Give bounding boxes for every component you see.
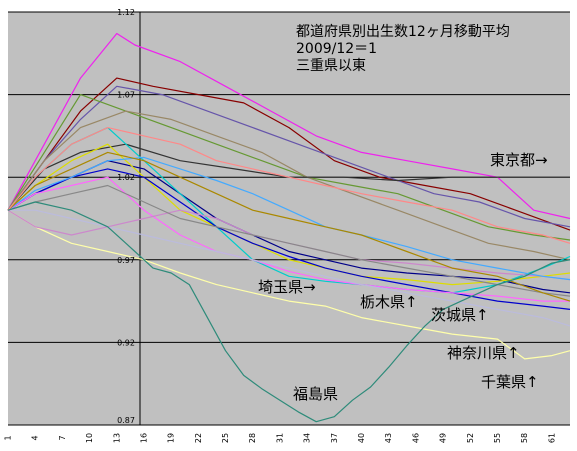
- x-tick-label: 16: [139, 433, 148, 443]
- annotation-fukushima: 福島県: [293, 385, 338, 403]
- y-tick-labels: 0.87 0.92 0.97 1.02 1.07 1.12: [117, 8, 135, 425]
- x-tick-label: 19: [167, 433, 176, 443]
- annotation-tokyo: 東京都→: [490, 151, 548, 169]
- x-tick-label: 40: [357, 433, 366, 443]
- series-line: [7, 77, 571, 231]
- annotation-chiba: 千葉県↑: [481, 373, 539, 391]
- series-line: [7, 156, 571, 281]
- series-line: [7, 151, 571, 302]
- x-tick-label: 55: [493, 433, 502, 443]
- x-tick-label: 61: [547, 433, 556, 443]
- series-line: [7, 126, 571, 244]
- series-line: [7, 201, 571, 423]
- series-lines: [7, 32, 571, 423]
- x-tick-label: 25: [221, 433, 230, 443]
- series-line: [7, 143, 570, 211]
- x-tick-label: 49: [439, 433, 448, 443]
- y-tick-label: 0.92: [117, 338, 135, 347]
- y-tick-label: 0.97: [117, 256, 135, 265]
- x-tick-label: 7: [58, 435, 67, 440]
- series-line: [7, 143, 571, 286]
- chart-title-line-1: 都道府県別出生数12ヶ月移動平均: [296, 24, 510, 40]
- x-tick-label: 46: [411, 433, 420, 443]
- x-tick-label: 34: [303, 433, 312, 443]
- annotation-ibaraki: 茨城県↑: [431, 306, 489, 324]
- chart-title-line-3: 三重県以東: [296, 58, 366, 74]
- x-tick-label: 43: [384, 433, 393, 443]
- series-line: [7, 85, 571, 228]
- y-tick-label: 0.87: [117, 416, 135, 425]
- x-tick-label: 4: [31, 435, 40, 440]
- x-tick-label: 10: [85, 433, 94, 443]
- annotation-saitama: 埼玉県→: [258, 278, 316, 296]
- series-line: [7, 93, 571, 241]
- annotation-tochigi: 栃木県↑: [360, 293, 418, 311]
- x-tick-label: 22: [194, 433, 203, 443]
- series-line: [7, 32, 571, 220]
- series-line: [7, 110, 571, 261]
- series-line: [7, 184, 571, 297]
- annotation-kanagawa: 神奈川県↑: [447, 344, 520, 362]
- x-tick-label: 13: [112, 433, 121, 443]
- x-tick-labels: 1 4 7 10 13 16 19 22 25 28 31 34 37 40 43 46 49 52 55 58 61: [4, 433, 557, 443]
- series-line: [7, 209, 571, 360]
- series-line: [8, 209, 571, 327]
- y-tick-label: 1.02: [117, 173, 135, 182]
- y-tick-label: 1.12: [117, 8, 135, 17]
- series-line: [7, 168, 571, 310]
- x-tick-label: 37: [330, 433, 339, 443]
- x-tick-label: 1: [4, 435, 13, 440]
- y-tick-label: 1.07: [117, 91, 135, 100]
- x-tick-label: 31: [275, 433, 284, 443]
- chart-title-line-2: 2009/12＝1: [296, 41, 377, 57]
- x-tick-label: 28: [248, 433, 257, 443]
- x-tick-label: 52: [466, 433, 475, 443]
- x-tick-label: 58: [520, 433, 529, 443]
